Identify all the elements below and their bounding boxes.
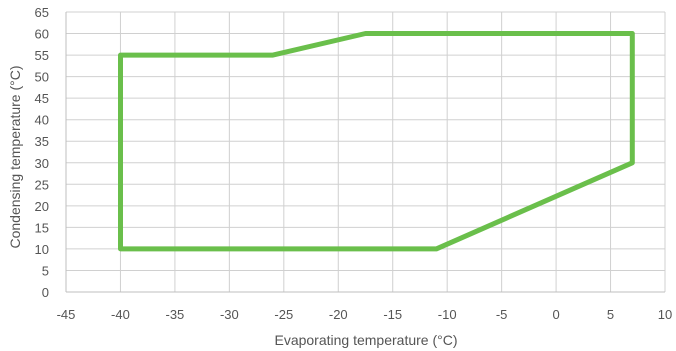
tick-label-layer: -45 -40 -35 -30 -25 -20 -15 -10 -5 0 5 10 0 5 10 15 20 25… <box>35 5 673 322</box>
y-tick-label: 15 <box>35 220 49 235</box>
x-axis-title: Evaporating temperature (°C) <box>274 332 457 348</box>
y-tick-label: 10 <box>35 242 49 257</box>
x-tick-label: -15 <box>383 307 402 322</box>
axis-layer <box>65 12 665 293</box>
y-tick-label: 25 <box>35 177 49 192</box>
y-tick-label: 50 <box>35 70 49 85</box>
x-tick-label: -35 <box>166 307 185 322</box>
y-tick-label: 45 <box>35 91 49 106</box>
x-tick-label: 5 <box>607 307 614 322</box>
x-tick-label: -40 <box>111 307 130 322</box>
y-tick-label: 65 <box>35 5 49 20</box>
x-tick-label: -5 <box>496 307 508 322</box>
x-tick-label: 0 <box>552 307 559 322</box>
series-layer <box>118 31 635 252</box>
x-tick-label: -25 <box>274 307 293 322</box>
x-tick-label: -45 <box>57 307 76 322</box>
y-tick-label: 60 <box>35 27 49 42</box>
x-tick-label: -20 <box>329 307 348 322</box>
y-tick-label: 35 <box>35 134 49 149</box>
y-tick-label: 30 <box>35 156 49 171</box>
x-tick-label: -10 <box>438 307 457 322</box>
y-tick-label: 20 <box>35 199 49 214</box>
x-tick-label: -30 <box>220 307 239 322</box>
y-axis-title: Condensing temperature (°C) <box>7 65 23 248</box>
x-tick-label: 10 <box>658 307 672 322</box>
y-tick-label: 5 <box>42 263 49 278</box>
y-tick-label: 40 <box>35 113 49 128</box>
operating-envelope-line <box>118 31 635 252</box>
y-tick-label: 0 <box>42 285 49 300</box>
y-tick-label: 55 <box>35 48 49 63</box>
